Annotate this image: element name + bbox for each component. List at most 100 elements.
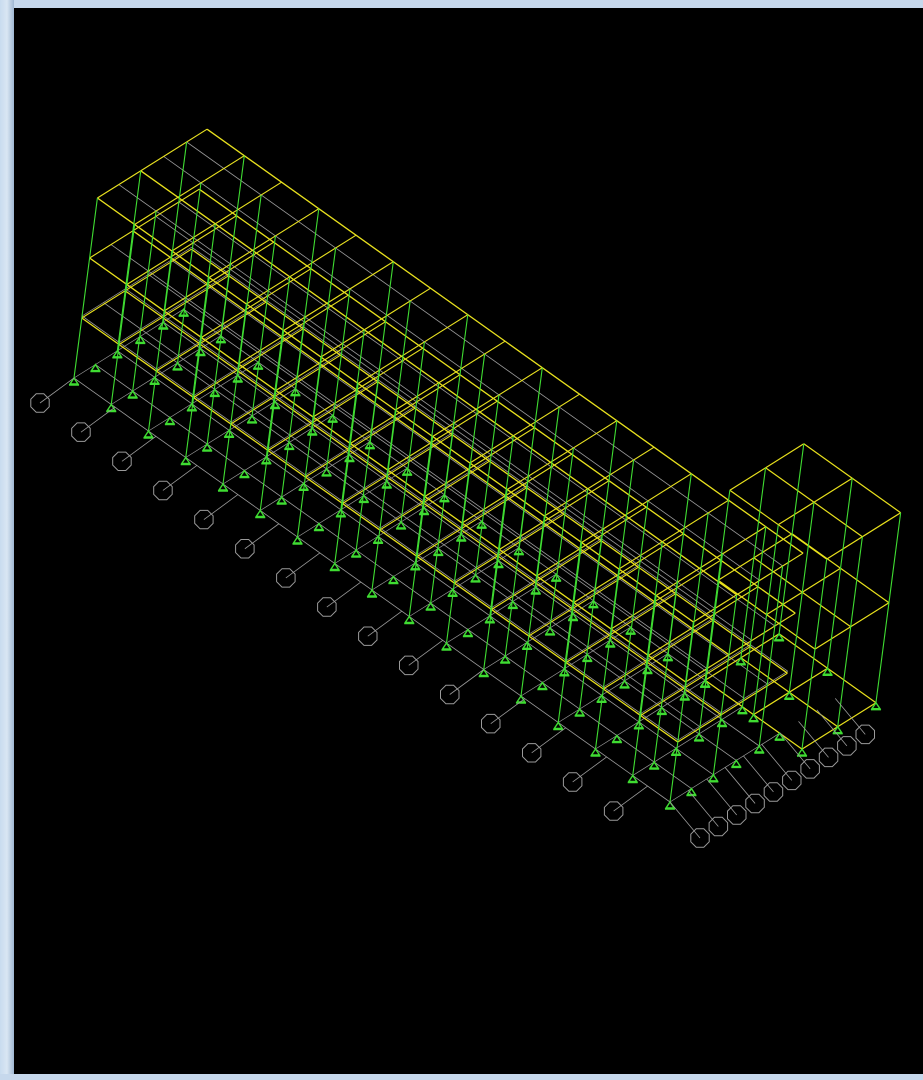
frame-line [268, 379, 379, 449]
annex-beam-line [801, 702, 877, 750]
annex-beam-line [729, 443, 805, 491]
column-line [758, 565, 784, 747]
support-marker [748, 713, 759, 723]
annex-column-line [778, 443, 805, 634]
support-marker [619, 679, 630, 689]
support-marker [699, 678, 711, 688]
grid-bubble [399, 655, 419, 676]
support-marker [381, 479, 393, 489]
support-marker [283, 441, 295, 451]
column-line [116, 170, 142, 351]
column-line [237, 194, 262, 376]
frame-line [483, 600, 594, 670]
column-line [191, 223, 216, 404]
grid-bubble [358, 626, 378, 646]
grid-bubble-leader [367, 610, 403, 637]
support-marker [796, 747, 808, 757]
support-marker [870, 701, 882, 711]
column-line [206, 263, 232, 445]
support-marker [574, 707, 585, 717]
beam-line [163, 241, 275, 312]
column-line [371, 409, 396, 591]
beam-line [491, 540, 602, 610]
beam-line [640, 646, 751, 716]
support-marker [252, 360, 264, 370]
frame-line [558, 653, 669, 723]
support-marker [329, 562, 341, 572]
grid-bubble-leader [449, 669, 484, 695]
support-marker [112, 349, 123, 359]
support-marker [358, 494, 370, 504]
frame-line [491, 538, 602, 608]
support-marker [439, 493, 450, 503]
support-marker [822, 666, 833, 676]
annex-beam-line [704, 633, 780, 681]
3d-model-viewport[interactable] [14, 8, 923, 1074]
support-marker [493, 559, 504, 569]
support-marker [515, 694, 527, 704]
grid-bubble-leader [326, 581, 362, 608]
support-marker [186, 402, 198, 412]
beam-line [193, 328, 304, 398]
column-line [483, 489, 508, 670]
support-marker [410, 561, 421, 571]
support-marker [590, 747, 601, 757]
grid-bubble-leader [408, 640, 444, 666]
grid-bubble [71, 422, 91, 442]
support-marker [832, 725, 844, 735]
annex-column-line [704, 490, 731, 681]
frame-line [260, 441, 371, 511]
support-marker [164, 416, 176, 426]
beam-line [312, 347, 424, 418]
column-line [311, 247, 337, 429]
beam-line [618, 499, 729, 570]
support-marker [201, 442, 213, 452]
beam-line [387, 400, 498, 471]
grid-bubble-leader [743, 755, 774, 793]
support-marker [484, 614, 496, 624]
column-line [326, 288, 351, 469]
column-line [147, 250, 173, 432]
column-line [632, 595, 657, 776]
column-line [132, 210, 157, 392]
grid-bubble [112, 451, 132, 471]
grid-bubble-leader [244, 523, 280, 550]
support-marker [276, 495, 287, 505]
yellow-beam-lines [81, 128, 901, 750]
support-marker [737, 705, 748, 715]
grid-bubble [690, 828, 710, 848]
grid-bubble [763, 782, 784, 802]
support-marker [366, 588, 378, 598]
grid-bubble-leader [572, 756, 607, 783]
grid-bubble-leader [39, 377, 75, 404]
frame-line [305, 405, 416, 476]
column-line [624, 500, 649, 681]
annex-column-line [788, 502, 815, 693]
grid-bubble-leader [816, 709, 848, 747]
annex-beam-line [777, 477, 853, 526]
beam-line [536, 506, 647, 577]
support-marker [350, 548, 362, 558]
support-marker [513, 546, 525, 556]
grid-bubble-leader [162, 465, 198, 491]
beam-line [246, 234, 357, 305]
support-marker [627, 774, 639, 784]
structural-3d-model[interactable] [14, 8, 923, 1074]
grid-bubble-leader [203, 494, 239, 520]
column-line [259, 330, 285, 511]
grid-bubble [745, 793, 765, 814]
frame-line [640, 644, 751, 714]
support-marker [178, 307, 189, 317]
support-markers [68, 307, 882, 810]
support-marker [476, 519, 487, 529]
beam-line [565, 593, 676, 663]
beam-line [581, 473, 692, 543]
support-marker [335, 508, 347, 518]
support-marker [735, 656, 747, 666]
column-line [712, 594, 738, 775]
grid-bubble-leader [285, 552, 321, 579]
frame-line [669, 732, 780, 803]
frame-line [222, 414, 333, 485]
frame-line [81, 246, 192, 317]
